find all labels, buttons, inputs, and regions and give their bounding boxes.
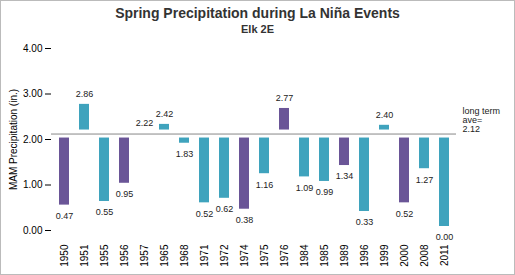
svg-text:1.16: 1.16 [256,180,274,190]
svg-text:3.00: 3.00 [23,88,43,99]
svg-text:0.33: 0.33 [356,217,374,227]
svg-text:1996: 1996 [359,244,370,267]
svg-text:1.00: 1.00 [23,179,43,190]
svg-text:1975: 1975 [259,244,270,267]
svg-text:1957: 1957 [139,244,150,267]
svg-text:0.38: 0.38 [236,215,254,225]
svg-text:1.09: 1.09 [296,183,314,193]
svg-text:1974: 1974 [239,244,250,267]
svg-text:1976: 1976 [279,244,290,267]
svg-text:2.86: 2.86 [76,89,94,99]
svg-text:0.62: 0.62 [216,204,234,214]
svg-text:2008: 2008 [419,244,430,267]
svg-text:1968: 1968 [179,244,190,267]
svg-text:1.83: 1.83 [176,149,194,159]
svg-text:0.00: 0.00 [23,225,43,236]
svg-text:1965: 1965 [159,244,170,267]
svg-text:1951: 1951 [79,244,90,267]
svg-text:4.00: 4.00 [23,43,43,54]
svg-text:1985: 1985 [319,244,330,267]
svg-text:MAM Precipitation (in.): MAM Precipitation (in.) [8,89,19,190]
svg-text:1999: 1999 [379,244,390,267]
svg-text:long termave=2.12: long termave=2.12 [463,106,501,134]
svg-text:1989: 1989 [339,244,350,267]
svg-text:1950: 1950 [59,244,70,267]
svg-text:1956: 1956 [119,244,130,267]
html-text:Elk 2E: Elk 2E [241,23,274,35]
svg-text:1984: 1984 [299,244,310,267]
svg-text:2011: 2011 [439,244,450,266]
svg-text:1.34: 1.34 [336,171,354,181]
svg-text:0.52: 0.52 [196,209,214,219]
svg-text:1.27: 1.27 [416,175,434,185]
svg-text:1955: 1955 [99,244,110,267]
svg-text:0.95: 0.95 [116,189,134,199]
svg-text:1971: 1971 [199,244,210,267]
svg-text:2.22: 2.22 [136,118,154,128]
svg-text:0.55: 0.55 [96,207,114,217]
svg-text:0.47: 0.47 [56,211,74,221]
svg-text:2.42: 2.42 [156,109,174,119]
svg-text:2.77: 2.77 [276,93,294,103]
svg-text:2.00: 2.00 [23,134,43,145]
svg-text:2.40: 2.40 [376,110,394,120]
svg-text:0.00: 0.00 [436,232,454,242]
svg-text:1972: 1972 [219,244,230,267]
svg-text:0.99: 0.99 [316,187,334,197]
svg-text:0.52: 0.52 [396,209,414,219]
html-text:Spring Precipitation during La: Spring Precipitation during La Niña Even… [115,5,400,21]
svg-text:2000: 2000 [399,244,410,267]
